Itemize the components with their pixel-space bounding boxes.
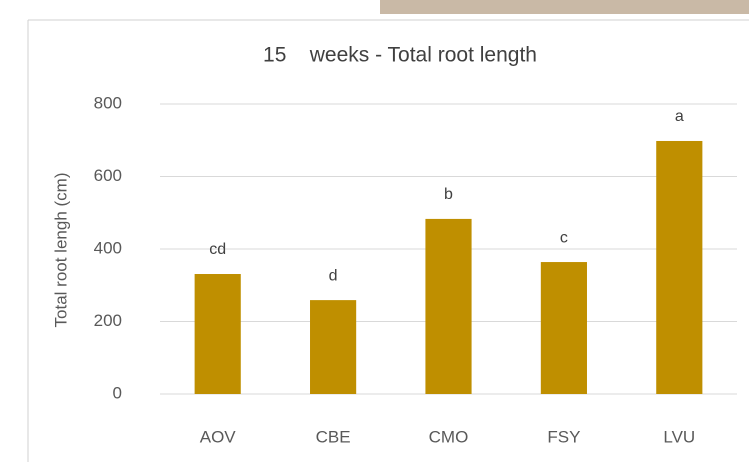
- y-tick-label: 200: [94, 311, 122, 330]
- chart-title: 15 weeks - Total root length: [263, 44, 537, 67]
- bar: [425, 219, 471, 394]
- significance-letter: c: [560, 229, 568, 246]
- significance-letter: d: [329, 267, 338, 284]
- bar: [656, 141, 702, 394]
- y-tick-label: 800: [94, 93, 122, 112]
- page: 15 weeks - Total root length Total root …: [0, 0, 749, 462]
- y-tick-label: 0: [113, 383, 122, 402]
- x-tick-label: AOV: [200, 427, 237, 446]
- x-tick-label: FSY: [547, 427, 580, 446]
- bar: [541, 262, 587, 394]
- y-tick-label: 600: [94, 166, 122, 185]
- significance-letter: a: [675, 108, 684, 125]
- bar: [310, 300, 356, 394]
- significance-letter: b: [444, 186, 453, 203]
- significance-letter: cd: [209, 241, 226, 258]
- photo-strip: [380, 0, 749, 14]
- y-tick-label: 400: [94, 238, 122, 257]
- x-tick-label: LVU: [663, 427, 695, 446]
- y-axis-label: Total root lengh (cm): [51, 173, 70, 328]
- x-tick-label: CBE: [316, 427, 351, 446]
- chart: 15 weeks - Total root length Total root …: [0, 0, 749, 462]
- bar: [195, 274, 241, 394]
- x-tick-label: CMO: [429, 427, 469, 446]
